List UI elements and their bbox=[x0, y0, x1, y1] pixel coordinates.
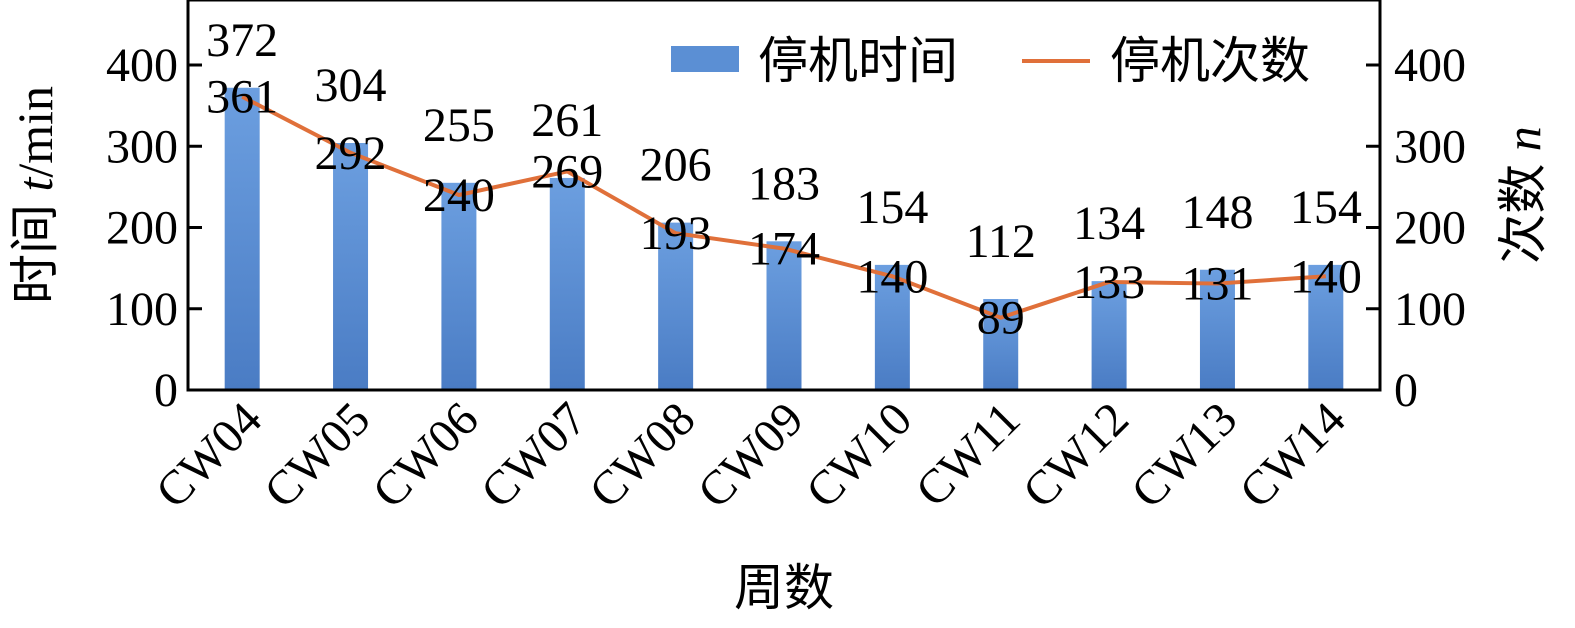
line-value-label: 240 bbox=[423, 169, 495, 222]
right-tick-label: 0 bbox=[1394, 364, 1418, 417]
bar-value-label: 255 bbox=[423, 99, 495, 152]
line-value-label: 140 bbox=[856, 250, 928, 303]
line-value-label: 174 bbox=[748, 223, 820, 276]
y2-axis-title-var: n bbox=[1495, 126, 1551, 151]
left-tick-label: 0 bbox=[154, 364, 178, 417]
bar-cw10 bbox=[874, 264, 910, 390]
legend-swatch-bar bbox=[671, 46, 739, 72]
bar-cw09 bbox=[766, 241, 802, 390]
left-tick-label: 200 bbox=[106, 202, 178, 255]
plot-frame bbox=[186, 0, 1382, 392]
line-value-label: 140 bbox=[1290, 250, 1362, 303]
y2-axis-title-prefix: 次数 bbox=[1495, 151, 1551, 264]
x-tick-label-cw05: CW05 bbox=[254, 392, 380, 518]
line-layer bbox=[241, 94, 1326, 320]
bar-cw08 bbox=[658, 222, 694, 390]
x-tick-label-cw07: CW07 bbox=[471, 392, 597, 518]
line-value-label: 89 bbox=[977, 292, 1025, 345]
left-tick-label: 300 bbox=[106, 120, 178, 173]
legend: 停机时间 停机次数 bbox=[671, 33, 1310, 89]
x-tick-label-cw09: CW09 bbox=[688, 392, 814, 518]
line-value-label: 361 bbox=[206, 71, 278, 124]
right-tick-label: 400 bbox=[1394, 39, 1466, 92]
right-tick-label: 200 bbox=[1394, 202, 1466, 255]
x-tick-label-cw13: CW13 bbox=[1121, 392, 1247, 518]
x-tick-label-cw11: CW11 bbox=[906, 392, 1031, 517]
x-tick-label-cw08: CW08 bbox=[579, 392, 705, 518]
line-value-label: 193 bbox=[640, 207, 712, 260]
bar-value-label: 206 bbox=[640, 139, 712, 192]
x-tick-label-cw06: CW06 bbox=[363, 392, 489, 518]
y-axis-title-unit: /min bbox=[7, 86, 63, 178]
bar-value-label: 261 bbox=[531, 94, 603, 147]
y-axis-title-var: t bbox=[7, 177, 63, 192]
bars-layer bbox=[224, 87, 1344, 390]
bar-value-label: 183 bbox=[748, 157, 820, 210]
series-line-stop-count bbox=[241, 94, 1326, 320]
bar-cw07 bbox=[549, 177, 585, 390]
line-data-labels: 361 292 240 269 193 174 140 89 133 131 140 bbox=[206, 71, 1362, 345]
bar-cw06 bbox=[441, 182, 477, 390]
line-value-label: 131 bbox=[1181, 258, 1253, 311]
bar-value-label: 134 bbox=[1073, 197, 1145, 250]
bar-value-label: 154 bbox=[1290, 181, 1362, 234]
bar-value-label: 148 bbox=[1181, 186, 1253, 239]
right-tick-label: 100 bbox=[1394, 283, 1466, 336]
x-tick-label-cw10: CW10 bbox=[796, 392, 922, 518]
legend-label-line: 停机次数 bbox=[1110, 33, 1310, 89]
left-tick-label: 100 bbox=[106, 283, 178, 336]
right-tick-label: 300 bbox=[1394, 120, 1466, 173]
bar-value-label: 154 bbox=[856, 181, 928, 234]
bar-data-labels: 372 304 255 261 206 183 154 112 134 148 154 bbox=[206, 14, 1362, 268]
left-tick-label: 400 bbox=[106, 39, 178, 92]
bar-value-label: 372 bbox=[206, 14, 278, 67]
x-axis-tick-labels: CW04CW05CW06CW07CW08CW09CW10CW11CW12CW13… bbox=[146, 392, 1356, 518]
bar-cw13 bbox=[1199, 269, 1235, 390]
left-axis-ticks: 0 100 200 300 400 bbox=[106, 39, 202, 417]
y2-axis-title: 次数 n bbox=[1495, 126, 1551, 264]
line-value-label: 269 bbox=[531, 145, 603, 198]
legend-label-bar: 停机时间 bbox=[758, 33, 958, 89]
bar-cw05 bbox=[333, 143, 369, 390]
bar-cw14 bbox=[1308, 264, 1344, 390]
y-axis-title: 时间 t/min bbox=[7, 86, 63, 304]
x-tick-label-cw14: CW14 bbox=[1229, 392, 1355, 518]
line-value-label: 133 bbox=[1073, 256, 1145, 309]
bar-value-label: 112 bbox=[966, 215, 1036, 268]
y-axis-title-prefix: 时间 bbox=[7, 192, 63, 305]
x-tick-label-cw12: CW12 bbox=[1013, 392, 1139, 518]
right-axis-ticks: 0 100 200 300 400 bbox=[1366, 39, 1466, 417]
x-axis-title: 周数 bbox=[734, 560, 834, 616]
bar-cw04 bbox=[224, 87, 260, 390]
bar-cw12 bbox=[1091, 281, 1127, 390]
line-value-label: 292 bbox=[315, 127, 387, 180]
bar-value-label: 304 bbox=[315, 59, 387, 112]
